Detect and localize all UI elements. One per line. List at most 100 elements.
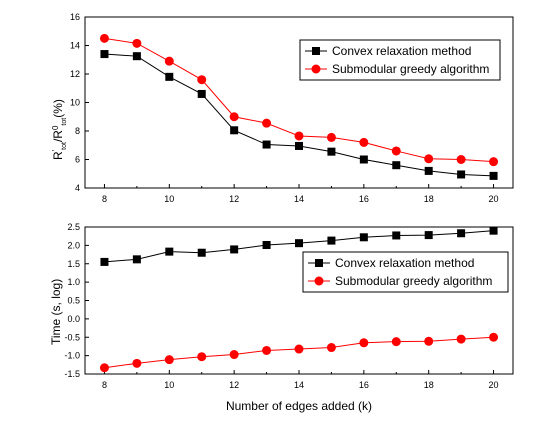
x-tick-label: 10 <box>164 194 174 204</box>
top-legend-label-convex: Convex relaxation method <box>332 44 471 58</box>
bottom-y-axis: -1.5 -1.0 -0.5 0.0 0.5 1.0 1.5 2.0 2.5 <box>64 222 89 379</box>
y-tick-label: 6 <box>75 155 80 165</box>
data-point-square <box>230 126 239 135</box>
data-point-circle <box>391 146 401 156</box>
data-point-square <box>359 233 368 242</box>
x-tick-label: 10 <box>164 380 174 390</box>
bottom-legend-marker-convex <box>315 259 323 267</box>
y-tick-label: -1.0 <box>64 351 80 361</box>
top-x-axis: 8 10 12 14 16 18 20 <box>102 184 499 204</box>
y-tick-label: 12 <box>70 69 80 79</box>
data-point-square <box>197 248 206 257</box>
top-legend: Convex relaxation method Submodular gree… <box>299 39 501 81</box>
data-point-square <box>197 89 206 98</box>
data-point-square <box>424 231 433 240</box>
data-point-circle <box>326 132 336 142</box>
bottom-series <box>99 226 499 373</box>
data-point-square <box>424 166 433 175</box>
y-tick-label: 16 <box>70 12 80 22</box>
bottom-legend-label-greedy: Submodular greedy algorithm <box>335 274 492 288</box>
data-point-square <box>295 239 303 248</box>
data-point-circle <box>262 118 272 128</box>
data-point-circle <box>294 344 304 354</box>
data-point-square <box>295 141 303 150</box>
y-tick-label: -1.5 <box>64 369 80 379</box>
y-tick-label: -0.5 <box>64 332 80 342</box>
bottom-legend-marker-greedy <box>314 276 324 286</box>
y-tick-label: 2.0 <box>67 240 80 250</box>
x-tick-label: 16 <box>359 194 369 204</box>
data-point-circle <box>359 338 369 348</box>
data-point-circle <box>489 157 499 167</box>
x-tick-label: 14 <box>294 194 304 204</box>
bottom-legend-box <box>302 251 509 293</box>
top-legend-marker-greedy <box>311 64 321 74</box>
ylabel-sup2: 0 <box>51 125 60 130</box>
data-point-circle <box>164 56 174 66</box>
data-point-square <box>359 155 368 164</box>
x-tick-label: 16 <box>359 380 369 390</box>
data-point-square <box>327 236 336 245</box>
data-point-circle <box>326 343 336 353</box>
data-point-circle <box>359 137 369 147</box>
data-point-square <box>489 226 498 235</box>
y-tick-label: 8 <box>75 126 80 136</box>
y-tick-label: 4 <box>75 183 80 193</box>
bottom-x-axis-label: Number of edges added (k) <box>226 399 372 413</box>
data-point-circle <box>262 345 272 355</box>
ylabel-sup1: ′ <box>51 149 60 151</box>
y-tick-label: 1.0 <box>67 277 80 287</box>
y-tick-label: 0.0 <box>67 314 80 324</box>
data-point-square <box>457 170 466 179</box>
ylabel-slash: /R <box>51 130 65 142</box>
x-tick-label: 8 <box>102 194 107 204</box>
y-tick-label: 1.5 <box>67 259 80 269</box>
data-point-circle <box>164 355 174 365</box>
data-point-circle <box>197 75 207 85</box>
data-point-circle <box>99 33 109 43</box>
data-point-square <box>489 171 498 180</box>
data-point-circle <box>229 350 239 360</box>
data-point-circle <box>229 112 239 122</box>
x-tick-label: 18 <box>424 380 434 390</box>
ylabel-sub1: tot <box>61 142 68 150</box>
data-point-square <box>262 241 271 250</box>
top-y-axis: 4 6 8 10 12 14 16 <box>70 12 89 193</box>
ylabel-sub2: tot <box>61 118 68 126</box>
y-tick-label: 10 <box>70 98 80 108</box>
data-point-circle <box>489 332 499 342</box>
x-tick-label: 12 <box>229 194 239 204</box>
data-point-circle <box>424 154 434 164</box>
top-y-axis-label: R′tot/R0tot(%) <box>51 99 68 160</box>
data-point-square <box>165 72 174 81</box>
top-legend-marker-convex <box>312 47 320 55</box>
bottom-legend: Convex relaxation method Submodular gree… <box>302 251 509 293</box>
bottom-x-axis: 8 10 12 14 16 18 20 <box>102 370 499 390</box>
data-point-square <box>457 229 466 238</box>
data-point-square <box>327 147 336 156</box>
x-tick-label: 14 <box>294 380 304 390</box>
x-tick-label: 18 <box>424 194 434 204</box>
data-point-square <box>132 52 141 61</box>
x-tick-label: 20 <box>489 380 499 390</box>
x-tick-label: 20 <box>489 194 499 204</box>
bottom-chart: 8 10 12 14 16 18 20 -1.5 -1.0 -0.5 0.0 0.5 1.0 1.5 2.… <box>49 222 514 413</box>
data-point-square <box>392 161 401 170</box>
data-point-square <box>392 231 401 240</box>
data-point-square <box>165 247 174 256</box>
data-point-circle <box>132 38 142 48</box>
data-point-circle <box>391 337 401 347</box>
data-point-circle <box>197 352 207 362</box>
data-point-square <box>262 140 271 149</box>
x-tick-label: 8 <box>102 380 107 390</box>
bottom-y-axis-label: Time (s, log) <box>49 279 63 345</box>
data-point-circle <box>294 131 304 141</box>
data-point-square <box>132 255 141 264</box>
data-point-square <box>230 245 239 254</box>
data-point-circle <box>424 336 434 346</box>
ylabel-r: R <box>51 151 65 160</box>
bottom-legend-label-convex: Convex relaxation method <box>335 256 474 270</box>
